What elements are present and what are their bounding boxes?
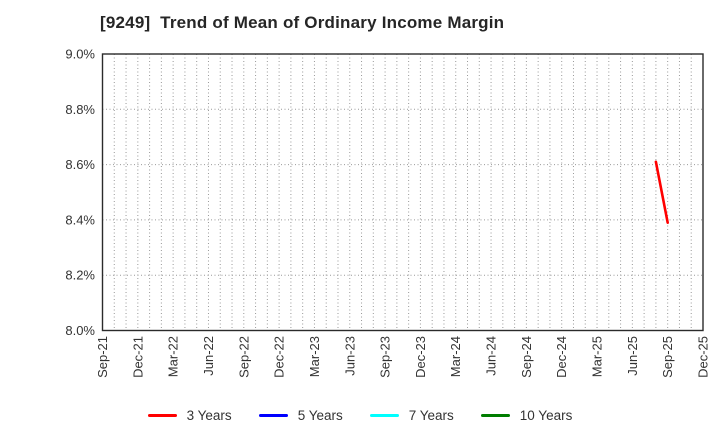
legend-label-7-years: 7 Years xyxy=(408,407,454,423)
x-tick-label: Jun-23 xyxy=(342,336,357,376)
x-tick-label: Sep-23 xyxy=(378,336,393,378)
y-tick-label: 8.8% xyxy=(65,102,95,117)
y-tick-label: 9.0% xyxy=(65,47,95,62)
legend-line-icon-7-years xyxy=(369,413,399,417)
legend-line-icon-5-years xyxy=(258,413,288,417)
x-tick-label: Dec-22 xyxy=(272,336,287,378)
x-tick-label: Mar-24 xyxy=(448,336,463,377)
legend-label-10-years: 10 Years xyxy=(519,407,573,423)
x-tick-label: Mar-25 xyxy=(590,336,605,377)
plot-area: 8.0% 8.2% 8.4% 8.6% 8.8% 9.0% Sep-21 Dec-21 Mar-… xyxy=(65,47,711,378)
x-tick-label: Dec-24 xyxy=(554,336,569,378)
x-tick-label: Sep-21 xyxy=(95,336,110,378)
legend: 3 Years 5 Years 7 Years 10 Years xyxy=(0,403,720,427)
legend-item-7-years: 7 Years xyxy=(369,407,454,423)
legend-item-10-years: 10 Years xyxy=(480,407,573,423)
x-tick-label: Sep-22 xyxy=(236,336,251,378)
legend-line-icon-3-years xyxy=(147,413,177,417)
x-tick-label: Sep-24 xyxy=(519,336,534,378)
plot-border xyxy=(101,53,704,332)
x-tick-label: Mar-22 xyxy=(166,336,181,377)
x-tick-label: Dec-25 xyxy=(696,336,711,378)
series-line-3-years xyxy=(654,160,669,224)
x-tick-label: Sep-25 xyxy=(660,336,675,378)
y-tick-label: 8.0% xyxy=(65,323,95,338)
x-tick-label: Mar-23 xyxy=(307,336,322,377)
legend-item-3-years: 3 Years xyxy=(147,407,232,423)
y-tick-label: 8.2% xyxy=(65,268,95,283)
legend-label-3-years: 3 Years xyxy=(186,407,232,423)
x-tick-label: Dec-21 xyxy=(130,336,145,378)
legend-line-icon-10-years xyxy=(480,413,510,417)
x-tick-label: Dec-23 xyxy=(413,336,428,378)
x-tick-label: Jun-25 xyxy=(625,336,640,376)
x-tick-label: Jun-24 xyxy=(484,336,499,376)
legend-label-5-years: 5 Years xyxy=(297,407,343,423)
y-tick-label: 8.6% xyxy=(65,157,95,172)
legend-item-5-years: 5 Years xyxy=(258,407,343,423)
y-tick-label: 8.4% xyxy=(65,212,95,227)
chart-title: [9249] Trend of Mean of Ordinary Income … xyxy=(100,13,505,32)
x-tick-label: Jun-22 xyxy=(201,336,216,376)
